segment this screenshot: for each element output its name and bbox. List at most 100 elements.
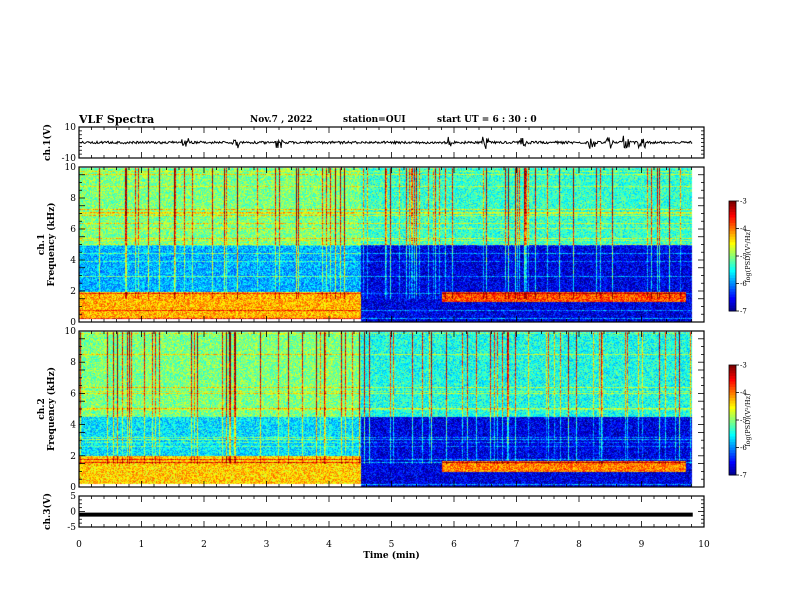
ch2-colorbar-swatch [729, 464, 736, 468]
ch1-colorbar-swatch [729, 300, 736, 304]
ch1-waveform-trace [79, 135, 693, 150]
ch2-spectrogram-image [79, 331, 704, 487]
ch2-colorbar-swatch [729, 442, 736, 446]
ch1-colorbar-swatch [729, 269, 736, 273]
y-tick-label: 4 [70, 421, 76, 431]
x-tick-label: 9 [639, 540, 645, 550]
ch1-colorbar-swatch [729, 264, 736, 268]
ch2-colorbar-swatch [729, 469, 736, 473]
ch1-colorbar-tick-label: -6 [740, 280, 747, 288]
y-tick-label: 0 [70, 508, 76, 518]
ch1-colorbar-swatch [729, 234, 736, 238]
ch1-colorbar-swatch [729, 250, 736, 254]
ch2-colorbar-swatch [729, 398, 736, 402]
ch1-colorbar-tick-label: -5 [740, 253, 747, 261]
ch1-colorbar-swatch [729, 253, 736, 257]
ch1-waveform-ylabel: ch.1(V) [42, 124, 53, 161]
y-tick-label: -10 [62, 154, 77, 164]
ch1-colorbar-swatch [729, 236, 736, 240]
x-tick-label: 2 [201, 540, 207, 550]
x-tick-label: 4 [326, 540, 332, 550]
ch2-colorbar-tick-label: -5 [740, 417, 747, 425]
ch1-colorbar-swatch [729, 286, 736, 290]
ch1-colorbar-swatch [729, 256, 736, 260]
ch2-colorbar-swatch [729, 439, 736, 443]
ch2-colorbar-swatch [729, 392, 736, 396]
y-tick-label: 10 [65, 123, 77, 133]
ch1-colorbar-swatch [729, 294, 736, 298]
ch2-colorbar-swatch [729, 406, 736, 410]
ch1-colorbar-swatch [729, 203, 736, 207]
ch2-colorbar-swatch [729, 420, 736, 424]
data-traces [79, 135, 693, 517]
start-time-label: start UT = 6 : 30 : 0 [437, 115, 537, 125]
ch2-colorbar-swatch [729, 444, 736, 448]
ch1-spectrogram-ylabel: Frequency (kHz) [46, 202, 57, 286]
ch2-colorbar-swatch [729, 472, 736, 476]
ch2-colorbar-swatch [729, 365, 736, 369]
spectrogram-images [79, 167, 704, 487]
ch2-colorbar-swatch [729, 400, 736, 404]
ch1-colorbar-swatch [729, 258, 736, 262]
ch1-colorbar-swatch [729, 308, 736, 312]
y-tick-label: 5 [70, 492, 76, 502]
ch1-colorbar-swatch [729, 212, 736, 216]
y-tick-label: 4 [70, 256, 76, 266]
ch1-colorbar-swatch [729, 291, 736, 295]
ch1-colorbar-swatch [729, 297, 736, 301]
ch1-colorbar-swatch [729, 242, 736, 246]
x-tick-label: 1 [139, 540, 145, 550]
ch2-colorbar-swatch [729, 381, 736, 385]
colorbars: -3 -4 -5 -6 -7 log(PSD)(V²/Hz) -3 -4 -5 -6 -7 log(P… [728, 198, 752, 480]
ch2-colorbar-swatch [729, 422, 736, 426]
ch2-colorbar-swatch [729, 461, 736, 465]
x-tick-label: 6 [451, 540, 457, 550]
ch1-colorbar-swatch [729, 231, 736, 235]
ch1-colorbar-swatch [729, 289, 736, 293]
ch2-colorbar-swatch [729, 433, 736, 437]
y-tick-label: 10 [65, 163, 77, 173]
ch1-colorbar-swatch [729, 209, 736, 213]
ch2-colorbar-tick-label: -3 [740, 362, 747, 370]
x-axis-label: Time (min) [363, 550, 420, 561]
ch2-colorbar-swatch [729, 466, 736, 470]
ch1-colorbar-tick-label: -4 [740, 225, 747, 233]
ch1-colorbar-swatch [729, 272, 736, 276]
ch1-colorbar-swatch [729, 225, 736, 229]
ch2-colorbar-swatch [729, 414, 736, 418]
ch2-colorbar-swatch [729, 453, 736, 457]
ch2-colorbar-swatch [729, 455, 736, 459]
y-tick-label: 8 [70, 194, 76, 204]
x-tick-label: 3 [264, 540, 270, 550]
ch2-colorbar-swatch [729, 376, 736, 380]
y-tick-label: 8 [70, 358, 76, 368]
ch2-colorbar-swatch [729, 378, 736, 382]
y-tick-label: 6 [70, 389, 76, 399]
y-tick-label: -5 [67, 523, 76, 533]
ch1-colorbar-swatch [729, 283, 736, 287]
ch1-colorbar-swatch [729, 267, 736, 271]
ch2-spectrogram-ylabel: ch.2 [37, 398, 47, 419]
ch2-colorbar-tick-label: -4 [740, 389, 747, 397]
ch2-colorbar-swatch [729, 450, 736, 454]
x-tick-label: 0 [76, 540, 82, 550]
ch2-colorbar-swatch [729, 428, 736, 432]
ch1-colorbar-swatch [729, 214, 736, 218]
ch2-colorbar-label: log(PSD)(V²/Hz) [744, 393, 752, 446]
ch1-colorbar-swatch [729, 220, 736, 224]
ch2-colorbar-swatch [729, 431, 736, 435]
x-tick-label: 5 [389, 540, 395, 550]
ch1-colorbar-swatch [729, 206, 736, 210]
ch2-colorbar-swatch [729, 458, 736, 462]
ch2-colorbar-swatch [729, 436, 736, 440]
ch1-colorbar-swatch [729, 302, 736, 306]
ch1-colorbar-swatch [729, 223, 736, 227]
ch1-colorbar-swatch [729, 280, 736, 284]
ch1-colorbar-tick-label: -7 [740, 308, 747, 316]
ch1-colorbar-swatch [729, 201, 736, 205]
ch1-colorbar-swatch [729, 305, 736, 309]
station-label: station=OUI [343, 115, 406, 125]
ch1-colorbar-swatch [729, 247, 736, 251]
